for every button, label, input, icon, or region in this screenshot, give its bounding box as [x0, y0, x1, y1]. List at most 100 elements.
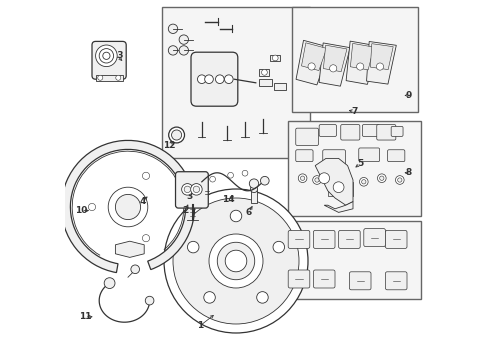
- Text: 11: 11: [78, 312, 91, 321]
- Polygon shape: [370, 44, 393, 69]
- Text: 9: 9: [406, 91, 412, 100]
- FancyBboxPatch shape: [391, 126, 403, 136]
- Circle shape: [131, 265, 140, 274]
- Circle shape: [143, 172, 149, 179]
- Circle shape: [169, 24, 178, 33]
- Circle shape: [273, 241, 285, 253]
- FancyBboxPatch shape: [314, 230, 335, 248]
- Circle shape: [395, 176, 404, 184]
- Circle shape: [191, 184, 202, 195]
- FancyBboxPatch shape: [92, 41, 126, 79]
- Circle shape: [205, 75, 213, 84]
- Circle shape: [315, 178, 319, 182]
- Bar: [292, 7, 418, 112]
- Circle shape: [184, 186, 191, 193]
- Circle shape: [313, 176, 321, 184]
- Circle shape: [257, 292, 268, 303]
- FancyBboxPatch shape: [386, 230, 407, 248]
- FancyBboxPatch shape: [288, 270, 310, 288]
- Text: 5: 5: [357, 159, 363, 168]
- Circle shape: [193, 186, 199, 193]
- Circle shape: [169, 46, 178, 55]
- Bar: [288, 121, 421, 216]
- Circle shape: [224, 75, 233, 84]
- Circle shape: [164, 189, 308, 333]
- FancyBboxPatch shape: [191, 52, 238, 106]
- Polygon shape: [346, 41, 377, 84]
- FancyBboxPatch shape: [296, 150, 313, 162]
- Bar: [328, 182, 353, 196]
- Circle shape: [298, 174, 307, 183]
- Circle shape: [308, 63, 315, 70]
- Circle shape: [242, 170, 248, 176]
- Circle shape: [179, 46, 189, 55]
- Polygon shape: [319, 43, 350, 86]
- Text: 1: 1: [197, 321, 203, 330]
- FancyBboxPatch shape: [386, 272, 407, 290]
- Circle shape: [216, 75, 224, 84]
- Text: 12: 12: [163, 141, 175, 150]
- Circle shape: [169, 127, 185, 143]
- Circle shape: [88, 203, 96, 211]
- Text: 4: 4: [139, 197, 146, 206]
- Polygon shape: [324, 202, 353, 212]
- Text: 6: 6: [245, 208, 252, 217]
- Bar: [96, 75, 122, 81]
- Circle shape: [300, 176, 305, 180]
- Circle shape: [261, 176, 269, 185]
- Circle shape: [228, 172, 233, 178]
- Circle shape: [217, 242, 255, 280]
- FancyBboxPatch shape: [339, 230, 360, 248]
- Circle shape: [143, 235, 149, 242]
- Circle shape: [145, 296, 154, 305]
- Bar: [259, 69, 270, 76]
- Circle shape: [98, 75, 103, 80]
- FancyBboxPatch shape: [296, 128, 318, 145]
- Circle shape: [99, 49, 114, 63]
- FancyBboxPatch shape: [364, 229, 386, 247]
- Circle shape: [376, 63, 384, 70]
- Bar: [251, 189, 257, 203]
- Circle shape: [225, 250, 247, 272]
- Text: 3: 3: [186, 192, 192, 201]
- FancyBboxPatch shape: [349, 272, 371, 290]
- Circle shape: [230, 210, 242, 222]
- FancyBboxPatch shape: [363, 125, 380, 136]
- Circle shape: [116, 194, 141, 220]
- Wedge shape: [61, 140, 195, 273]
- FancyBboxPatch shape: [323, 150, 345, 165]
- Circle shape: [96, 45, 117, 67]
- Circle shape: [250, 185, 258, 193]
- Text: 2: 2: [182, 206, 189, 215]
- Circle shape: [360, 177, 368, 186]
- Circle shape: [172, 130, 182, 140]
- Polygon shape: [296, 40, 330, 85]
- Circle shape: [333, 182, 344, 193]
- Circle shape: [116, 75, 121, 80]
- Circle shape: [249, 179, 259, 188]
- Polygon shape: [367, 41, 396, 84]
- FancyBboxPatch shape: [341, 125, 360, 140]
- Circle shape: [357, 63, 364, 70]
- Bar: [270, 55, 280, 61]
- Text: 10: 10: [75, 206, 87, 215]
- Circle shape: [103, 52, 110, 59]
- Polygon shape: [323, 45, 347, 72]
- Text: 13: 13: [111, 51, 123, 60]
- FancyBboxPatch shape: [288, 230, 310, 248]
- Circle shape: [262, 69, 268, 75]
- FancyBboxPatch shape: [319, 125, 337, 136]
- Polygon shape: [315, 158, 353, 205]
- Circle shape: [362, 180, 366, 184]
- Bar: [274, 83, 286, 90]
- Circle shape: [204, 292, 215, 303]
- Circle shape: [104, 278, 115, 288]
- Bar: [259, 79, 272, 86]
- Circle shape: [330, 65, 337, 72]
- Circle shape: [319, 173, 330, 184]
- FancyBboxPatch shape: [377, 125, 396, 140]
- Circle shape: [179, 35, 189, 44]
- Circle shape: [108, 187, 148, 227]
- FancyBboxPatch shape: [388, 150, 405, 162]
- FancyBboxPatch shape: [359, 148, 380, 162]
